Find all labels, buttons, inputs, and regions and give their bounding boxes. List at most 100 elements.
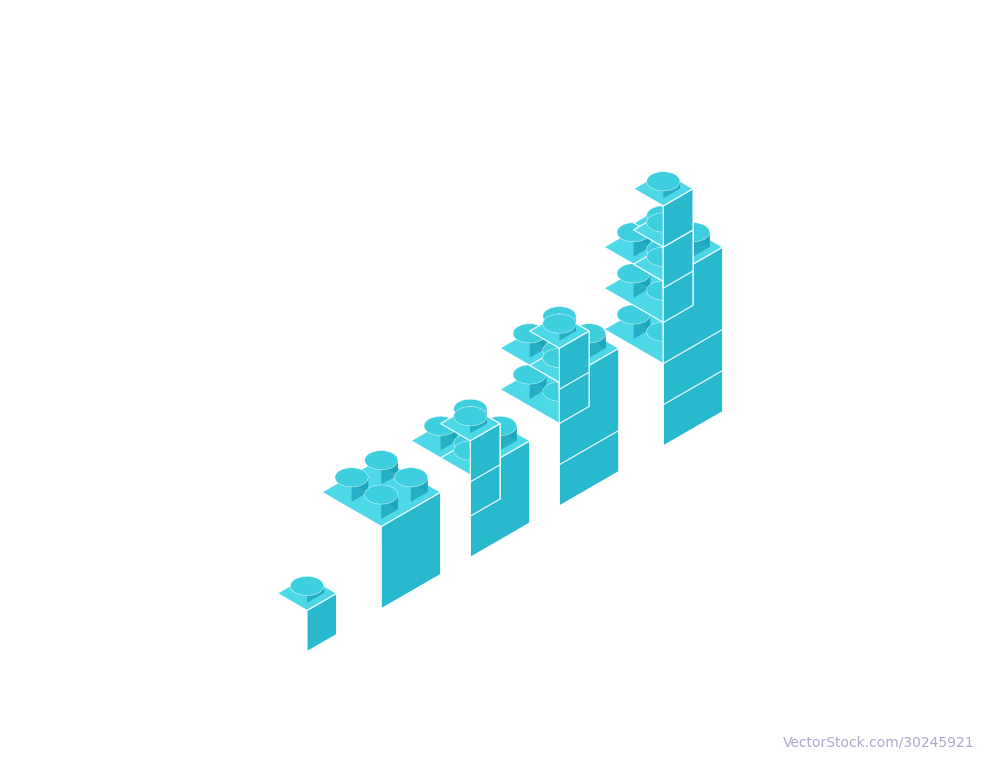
Polygon shape	[559, 355, 619, 472]
Polygon shape	[634, 305, 650, 329]
Ellipse shape	[335, 468, 368, 487]
Polygon shape	[663, 256, 680, 281]
Ellipse shape	[454, 399, 487, 418]
Polygon shape	[559, 348, 576, 372]
Polygon shape	[663, 213, 693, 271]
Polygon shape	[530, 374, 546, 399]
Ellipse shape	[617, 222, 650, 242]
Polygon shape	[277, 576, 337, 611]
Polygon shape	[589, 333, 606, 358]
Polygon shape	[470, 399, 487, 424]
Polygon shape	[589, 374, 606, 399]
Polygon shape	[663, 257, 680, 274]
Polygon shape	[470, 441, 530, 558]
Polygon shape	[352, 477, 368, 502]
Polygon shape	[693, 222, 710, 247]
Ellipse shape	[365, 451, 398, 470]
Polygon shape	[663, 264, 693, 322]
Polygon shape	[559, 348, 619, 465]
Polygon shape	[559, 357, 576, 381]
Polygon shape	[663, 254, 723, 370]
Polygon shape	[470, 409, 487, 433]
Polygon shape	[663, 230, 693, 288]
Polygon shape	[663, 215, 680, 232]
Polygon shape	[663, 222, 680, 239]
Polygon shape	[559, 314, 576, 331]
Ellipse shape	[543, 382, 576, 401]
Ellipse shape	[543, 341, 576, 360]
Polygon shape	[663, 172, 693, 230]
Ellipse shape	[647, 247, 680, 266]
Polygon shape	[470, 443, 487, 467]
Polygon shape	[663, 247, 693, 305]
Polygon shape	[470, 451, 487, 467]
Ellipse shape	[647, 322, 680, 341]
Polygon shape	[693, 264, 710, 288]
Polygon shape	[441, 417, 457, 441]
Ellipse shape	[647, 239, 680, 259]
Ellipse shape	[543, 314, 576, 333]
Polygon shape	[634, 247, 693, 282]
Polygon shape	[693, 273, 710, 298]
Polygon shape	[470, 441, 487, 458]
Polygon shape	[470, 417, 487, 433]
Ellipse shape	[647, 246, 680, 266]
Polygon shape	[441, 406, 500, 441]
Polygon shape	[663, 332, 680, 356]
Polygon shape	[663, 246, 680, 271]
Polygon shape	[663, 297, 680, 322]
Polygon shape	[307, 586, 324, 603]
Ellipse shape	[543, 348, 576, 367]
Polygon shape	[663, 213, 723, 329]
Ellipse shape	[647, 205, 680, 225]
Polygon shape	[470, 434, 487, 458]
Ellipse shape	[676, 305, 710, 324]
Polygon shape	[441, 441, 500, 475]
Polygon shape	[381, 460, 398, 484]
Ellipse shape	[572, 365, 606, 384]
Polygon shape	[663, 329, 723, 446]
Polygon shape	[663, 295, 723, 412]
Polygon shape	[634, 213, 693, 247]
Polygon shape	[634, 314, 650, 339]
Polygon shape	[500, 355, 619, 424]
Polygon shape	[604, 213, 723, 282]
Polygon shape	[530, 348, 589, 382]
Polygon shape	[530, 333, 546, 358]
Ellipse shape	[513, 365, 546, 384]
Ellipse shape	[676, 264, 710, 283]
Polygon shape	[663, 213, 680, 230]
Polygon shape	[634, 222, 650, 247]
Polygon shape	[559, 314, 589, 372]
Ellipse shape	[543, 349, 576, 367]
Text: VectorStock.com/30245921: VectorStock.com/30245921	[783, 736, 975, 750]
Polygon shape	[307, 594, 337, 651]
Polygon shape	[559, 341, 576, 365]
Polygon shape	[693, 314, 710, 339]
Polygon shape	[322, 458, 441, 526]
Polygon shape	[634, 264, 650, 288]
Polygon shape	[663, 206, 680, 223]
Polygon shape	[559, 392, 576, 416]
Polygon shape	[559, 348, 589, 406]
Polygon shape	[559, 358, 576, 375]
Polygon shape	[634, 232, 650, 257]
Ellipse shape	[454, 434, 487, 452]
Polygon shape	[559, 365, 589, 424]
Polygon shape	[663, 189, 693, 247]
Ellipse shape	[647, 172, 680, 191]
Polygon shape	[663, 205, 680, 230]
Polygon shape	[381, 492, 441, 608]
Ellipse shape	[424, 417, 457, 435]
Ellipse shape	[394, 468, 428, 487]
Polygon shape	[663, 250, 680, 274]
Ellipse shape	[676, 222, 710, 242]
Ellipse shape	[454, 406, 487, 426]
Polygon shape	[500, 314, 619, 382]
Polygon shape	[634, 172, 693, 206]
Polygon shape	[663, 181, 680, 198]
Polygon shape	[663, 223, 693, 282]
Ellipse shape	[290, 576, 324, 595]
Polygon shape	[470, 406, 487, 424]
Polygon shape	[530, 365, 546, 389]
